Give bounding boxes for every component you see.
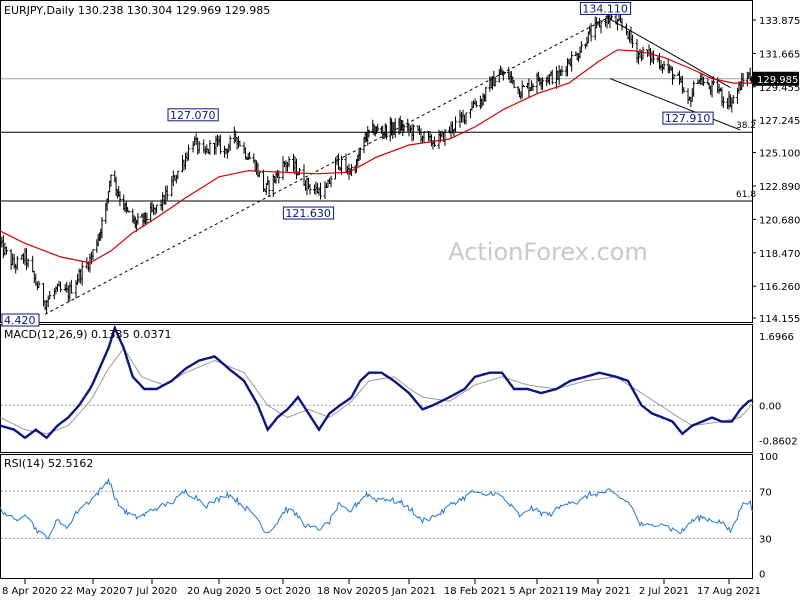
macd-axis-label: 0.00 — [759, 401, 781, 412]
price-panel-frame — [0, 0, 753, 323]
macd-main-line — [0, 324, 754, 440]
x-axis-label: 18 Feb 2021 — [444, 586, 506, 597]
rsi-panel-frame — [0, 454, 753, 579]
x-axis-label: 22 May 2020 — [60, 586, 125, 597]
x-axis-label: 20 Aug 2020 — [187, 586, 251, 597]
x-axis-label: 5 Apr 2021 — [509, 586, 564, 597]
macd-signal-line — [0, 347, 754, 435]
price-annotation-label: 127.070 — [170, 109, 216, 122]
price-axis-label: 118.470 — [759, 249, 800, 260]
price-axis-label: 116.260 — [759, 282, 800, 293]
price-annotation-box — [662, 111, 714, 125]
price-axis-label: 129.455 — [759, 83, 800, 94]
symbol-header: EURJPY,Daily 130.238 130.304 129.969 129… — [4, 4, 270, 17]
moving-average-line — [0, 49, 753, 264]
rsi-label: RSI(14) 52.5162 — [4, 457, 93, 470]
fib-level-label: 38.2 — [736, 121, 756, 131]
last-price-label: 129.985 — [757, 75, 798, 86]
trend-channel-line — [609, 78, 741, 131]
rsi-axis-label: 100 — [759, 452, 778, 463]
price-layer: 38.2 61.8 4.420 127.070 121.630 134.110 127.91… — [0, 1, 756, 327]
price-axis-label: 125.100 — [759, 149, 800, 160]
macd-axis-label: 1.6966 — [759, 332, 794, 343]
rsi-layer — [0, 477, 754, 540]
macd-label: MACD(12,26,9) 0.1335 0.0371 — [4, 328, 172, 341]
macd-axis-label: -0.8602 — [759, 436, 798, 447]
x-axis-label: 5 Oct 2020 — [255, 586, 310, 597]
price-axis-label: 133.875 — [759, 16, 800, 27]
rsi-line — [0, 477, 754, 540]
trend-channel-line — [44, 16, 611, 315]
x-axis-label: 8 Apr 2020 — [2, 586, 57, 597]
price-annotation-box — [1, 313, 40, 327]
macd-panel-frame — [0, 324, 753, 453]
price-axis-label: 122.890 — [759, 182, 800, 193]
price-axis-label: 131.665 — [759, 49, 800, 60]
price-axis-label: 114.155 — [759, 314, 800, 325]
rsi-axis-label: 30 — [759, 534, 772, 545]
x-axis-label: 17 Aug 2021 — [697, 586, 761, 597]
x-axis-label: 19 May 2021 — [565, 586, 630, 597]
watermark: ActionForex.com — [448, 238, 648, 266]
rsi-axis-label: 0 — [759, 570, 765, 581]
price-axis-label: 127.245 — [759, 116, 800, 127]
macd-layer — [0, 324, 754, 440]
price-annotation-box — [282, 206, 335, 220]
x-axis-label: 18 Nov 2020 — [317, 586, 381, 597]
price-annotation-box — [167, 108, 219, 122]
price-annotation-label: 4.420 — [4, 314, 36, 327]
rsi-axis-label: 70 — [759, 487, 772, 498]
price-annotation-box — [579, 1, 632, 15]
x-axis-label: 7 Jul 2020 — [127, 586, 177, 597]
last-price-box — [753, 71, 799, 86]
x-axis-label: 5 Jan 2021 — [382, 586, 436, 597]
price-axis-label: 120.680 — [759, 215, 800, 226]
axis-layer: 133.875 131.665 129.455 127.245 125.100 122.8… — [2, 16, 800, 597]
x-axis-label: 2 Jul 2021 — [639, 586, 689, 597]
price-annotation-label: 127.910 — [665, 112, 711, 125]
fib-level-label: 61.8 — [736, 190, 756, 200]
price-annotation-label: 121.630 — [285, 207, 331, 220]
price-annotation-label: 134.110 — [582, 2, 628, 15]
